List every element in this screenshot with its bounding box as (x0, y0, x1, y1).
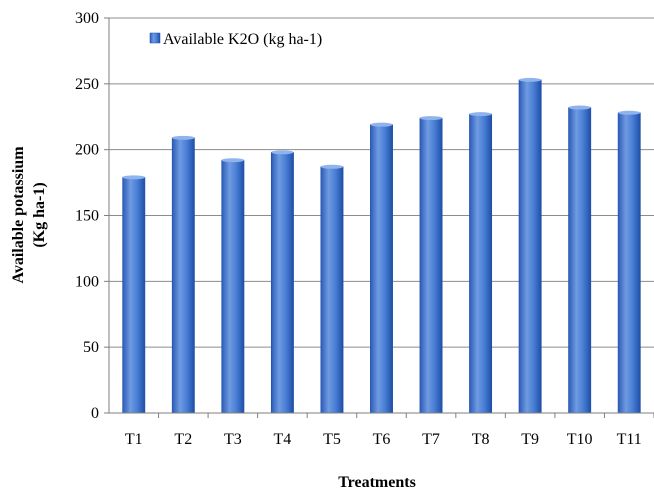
bars (123, 78, 641, 413)
bar-T3 (222, 158, 244, 413)
y-tick-label: 200 (75, 142, 99, 159)
bar-T6 (370, 123, 392, 413)
x-tick-label-T2: T2 (174, 431, 192, 448)
x-tick-label-T5: T5 (323, 431, 341, 448)
y-axis-title-line-2: (Kg ha-1) (31, 182, 48, 247)
y-tick-label: 50 (83, 339, 99, 356)
bar-rect (618, 113, 640, 413)
y-axis-title-line-1: Available potassium (10, 146, 27, 284)
x-tick-label-T11: T11 (617, 431, 642, 448)
bar-T9 (519, 78, 541, 413)
bar-rect (123, 177, 145, 413)
x-tick-label-T10: T10 (567, 431, 593, 448)
y-tick-label: 100 (75, 273, 99, 290)
y-tick-label: 0 (91, 405, 99, 422)
x-tick-label-T1: T1 (125, 431, 143, 448)
y-tick-labels: 0 50 100 150 200 250 300 (75, 10, 99, 422)
x-tick-label-T3: T3 (224, 431, 242, 448)
bar-cap (321, 165, 343, 169)
bar-cap (172, 136, 194, 140)
x-tick-labels: T1 T2 T3 T4 T5 T6 T7 T8 T9 T10 T11 (125, 431, 642, 448)
bar-cap (618, 111, 640, 115)
bar-cap (569, 106, 591, 110)
y-tick-label: 300 (75, 10, 99, 27)
bar-cap (222, 158, 244, 162)
bar-T11 (618, 111, 640, 413)
bar-T8 (469, 112, 491, 413)
bar-rect (172, 138, 194, 413)
x-tick-label-T9: T9 (521, 431, 539, 448)
bar-T7 (420, 116, 442, 413)
x-tick-label-T6: T6 (373, 431, 391, 448)
y-tick-label: 150 (75, 208, 99, 225)
bar-rect (271, 152, 293, 413)
bar-rect (420, 118, 442, 413)
bar-rect (569, 108, 591, 413)
x-tick-label-T8: T8 (472, 431, 490, 448)
bar-rect (222, 160, 244, 413)
x-tick-label-T4: T4 (274, 431, 292, 448)
bar-cap (271, 150, 293, 154)
bar-rect (469, 114, 491, 413)
bar-T2 (172, 136, 194, 413)
y-axis-title: Available potassium (Kg ha-1) (10, 146, 48, 284)
legend-label: Available K2O (kg ha-1) (163, 31, 322, 48)
bar-cap (469, 112, 491, 116)
bar-cap (123, 175, 145, 179)
x-axis-title: Treatments (338, 474, 416, 491)
legend: Available K2O (kg ha-1) (150, 31, 322, 48)
bar-cap (370, 123, 392, 127)
bar-rect (370, 125, 392, 413)
bar-cap (519, 78, 541, 82)
bar-T5 (321, 165, 343, 413)
y-tick-label: 250 (75, 76, 99, 93)
bar-cap (420, 116, 442, 120)
x-tick-label-T7: T7 (422, 431, 440, 448)
bar-rect (519, 80, 541, 413)
bar-T1 (123, 175, 145, 413)
bar-T4 (271, 150, 293, 413)
legend-swatch (150, 33, 160, 43)
bar-rect (321, 167, 343, 413)
bar-T10 (569, 106, 591, 413)
